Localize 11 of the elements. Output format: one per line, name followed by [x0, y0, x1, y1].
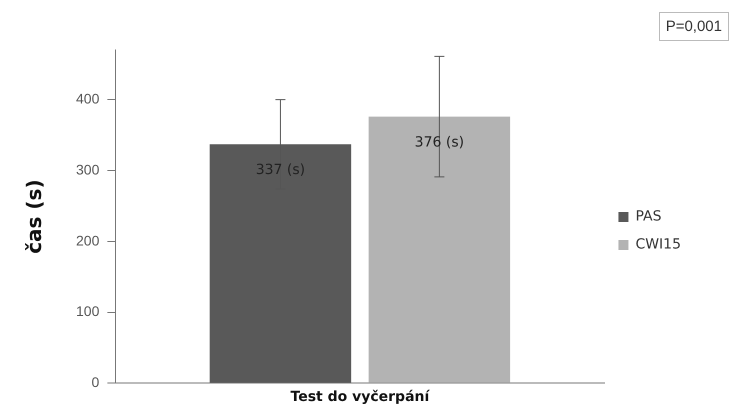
y-tick-label: 100 [76, 303, 100, 320]
text: P=0,001 [658, 12, 729, 41]
y-tick-label: 0 [92, 374, 100, 390]
data-label: 337 (s) [256, 162, 306, 178]
x-tick-label: Test do vyčerpání [290, 389, 430, 406]
y-axis-title: čas (s) [22, 179, 46, 254]
legend-label: PAS [635, 208, 662, 225]
legend-label: CWI15 [635, 236, 681, 253]
y-tick-label: 200 [76, 232, 100, 248]
y-tick-label: 300 [76, 161, 100, 178]
y-tick-label: 400 [76, 90, 100, 106]
